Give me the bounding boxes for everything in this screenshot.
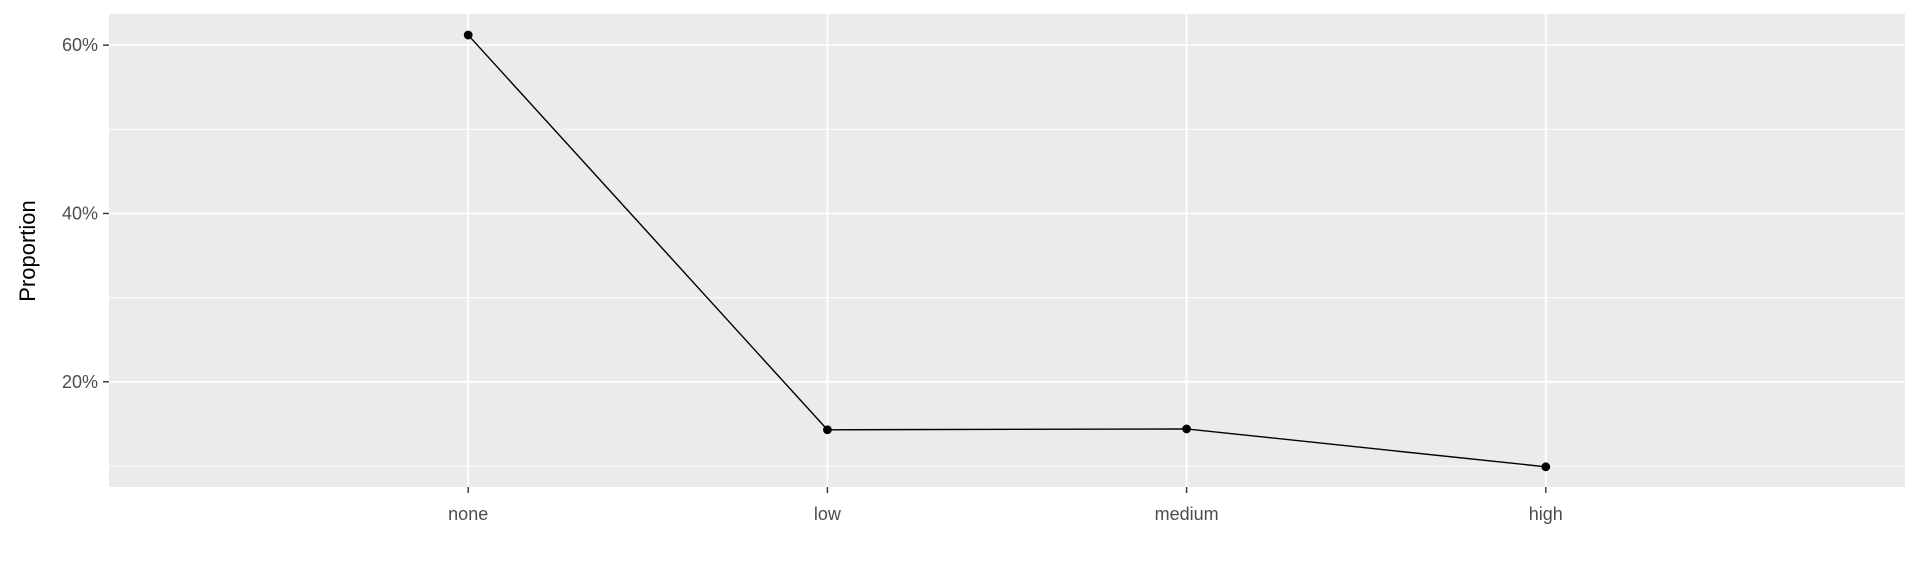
y-axis: 20% 40% 60% <box>62 35 109 392</box>
x-axis: none low medium high <box>448 487 1563 524</box>
y-axis-title: Proportion <box>15 200 40 302</box>
data-point <box>463 30 473 40</box>
data-point <box>1541 462 1551 472</box>
x-tick-label: none <box>448 504 488 524</box>
minor-gridlines <box>109 128 1905 467</box>
points-layer <box>463 30 1551 472</box>
data-point <box>823 425 832 435</box>
y-tick-label: 20% <box>62 372 98 392</box>
x-tick-label: low <box>814 504 842 524</box>
series-line <box>467 34 1546 468</box>
y-tick-label: 60% <box>62 35 98 55</box>
x-tick-label: high <box>1529 504 1563 524</box>
x-tick-label: medium <box>1155 504 1219 524</box>
major-gridlines <box>109 14 1905 487</box>
y-tick-label: 40% <box>62 203 98 223</box>
data-point <box>1182 424 1191 434</box>
plot-panel <box>109 14 1905 487</box>
series-layer <box>467 34 1546 468</box>
